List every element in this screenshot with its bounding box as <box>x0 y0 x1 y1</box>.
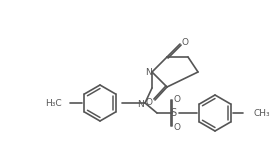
Text: H₃C: H₃C <box>45 99 62 108</box>
Text: CH₃: CH₃ <box>253 109 270 118</box>
Text: O: O <box>146 98 153 106</box>
Text: S: S <box>170 108 176 118</box>
Text: O: O <box>174 95 181 104</box>
Text: N: N <box>138 99 144 109</box>
Text: N: N <box>145 67 151 76</box>
Text: O: O <box>181 38 188 47</box>
Text: O: O <box>174 123 181 132</box>
